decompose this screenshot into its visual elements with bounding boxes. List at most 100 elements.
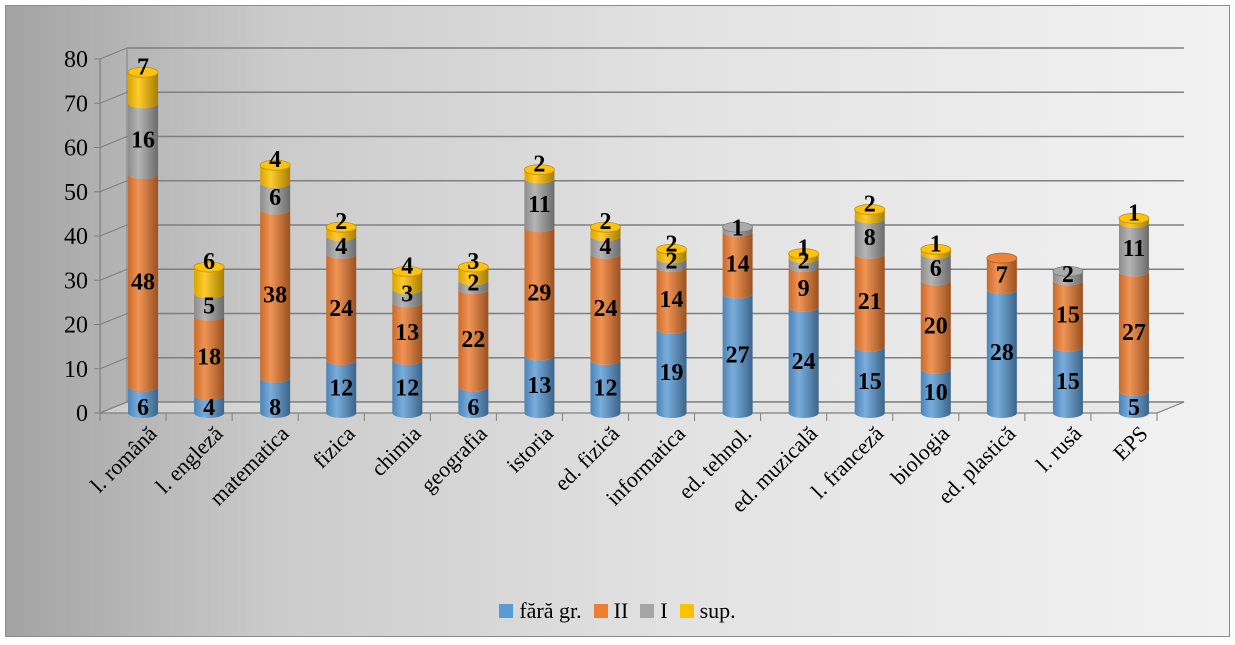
data-label-ed-muzicala-sup: 1 [798,236,810,262]
bar-top-chimia [391,265,423,277]
data-label-l-franceza-sup: 2 [864,191,876,217]
bar-top-fizica [325,221,357,233]
bar-l-franceza-sup [854,209,885,224]
data-label-l-engleza-sup: 6 [203,249,215,275]
bar-chimia-sup [392,271,423,295]
bar-top-l-rusa [1052,265,1084,277]
legend-label-sup: sup. [699,598,736,623]
bar-top-matematica [259,159,291,171]
data-label-ed-muzicala-i: 2 [798,249,810,275]
legend-item-i: I [640,598,668,624]
y-tick-label-70: 70 [64,91,88,117]
data-label-geografia-i: 2 [467,271,479,297]
category-label-eps: EPS [1108,421,1152,465]
data-label-l-franceza-i: 8 [864,225,876,251]
legend-label-i: I [660,598,668,623]
gridline-side-20 [99,313,128,325]
data-label-ed-plastica-fara-gr: 28 [990,340,1014,366]
data-label-l-romana-ii: 48 [131,269,155,295]
data-label-ed-fizica-ii: 24 [593,296,617,322]
bar-l-rusa-ii [1052,280,1083,352]
bar-top-l-engleza [193,261,225,273]
bar-ed-fizica-i [590,236,621,259]
y-tick-label-20: 20 [64,313,88,339]
gridline-side-50 [99,180,128,193]
bar-l-engleza-ii [194,315,225,401]
bar-eps-i [1118,222,1149,277]
bar-top-l-franceza [854,204,886,215]
data-label-informatica-ii: 14 [660,287,684,313]
bar-geografia-fara-gr [458,386,489,418]
bar-informatica-fara-gr [656,328,687,418]
bar-top-biologia [920,243,952,255]
bar-l-franceza-fara-gr [854,346,885,418]
y-tick-label-40: 40 [64,224,88,250]
data-label-informatica-sup: 2 [666,231,678,257]
category-label-geografia: geografia [415,421,492,498]
legend-item-fara-gr: fără gr. [499,598,582,624]
data-label-biologia-i: 6 [930,256,942,282]
bar-ed-plastica-fara-gr [986,289,1017,418]
bar-geografia-i [458,280,489,295]
data-label-biologia-fara-gr: 10 [924,380,948,406]
data-label-matematica-ii: 38 [263,283,287,309]
category-label-fizica: fizica [308,421,360,473]
category-label-l-franceza: l. franceză [806,421,889,504]
data-label-chimia-ii: 13 [395,320,419,346]
gridline-side-30 [99,268,128,281]
bar-fizica-ii [326,253,357,365]
bar-chimia-ii [392,302,423,365]
bar-top-informatica [656,243,687,255]
data-label-l-romana-fara-gr: 6 [137,395,149,421]
data-label-chimia-i: 3 [401,282,413,308]
bar-l-romana-i [128,103,159,180]
legend-swatch-fara-gr [499,604,514,618]
bar-l-engleza-sup [194,266,225,299]
bar-top-ed-tehnol [722,221,753,233]
bar-ed-tehnol-ii [722,231,753,299]
gridline-side-70 [99,91,128,104]
bar-chimia-fara-gr [392,359,423,418]
bar-l-engleza-i [194,293,225,321]
data-label-istoria-fara-gr: 13 [527,373,551,399]
data-label-eps-i: 11 [1123,236,1146,262]
data-label-eps-fara-gr: 5 [1128,395,1140,421]
legend-label-ii: II [613,598,629,623]
bar-top-istoria [524,164,555,176]
data-label-chimia-fara-gr: 12 [395,375,419,401]
bar-informatica-sup [656,249,687,264]
bar-top-ed-plastica [986,252,1018,264]
category-label-l-rusa: l. rusă [1031,421,1087,477]
data-label-l-engleza-i: 5 [203,294,215,320]
data-label-l-franceza-ii: 21 [858,289,882,315]
bar-ed-muzicala-i [788,258,819,272]
gridline-side-10 [99,357,128,370]
category-label-chimia: chimia [366,421,426,481]
bar-ed-muzicala-sup [788,253,819,264]
legend-item-sup: sup. [679,598,736,624]
bar-biologia-ii [920,280,951,374]
data-label-ed-plastica-ii: 7 [996,263,1008,289]
data-label-ed-muzicala-ii: 9 [798,276,810,302]
bar-istoria-ii [524,227,555,361]
bar-matematica-ii [260,209,291,383]
bar-l-rusa-i [1052,271,1083,286]
y-tick-label-60: 60 [64,136,88,162]
data-label-ed-tehnol-ii: 14 [726,252,750,278]
bar-matematica-sup [260,165,291,188]
legend-swatch-sup [679,604,694,618]
data-label-l-rusa-fara-gr: 15 [1056,369,1080,395]
bar-biologia-i [920,253,951,286]
data-label-ed-fizica-i: 4 [599,234,611,260]
bar-eps-ii [1118,271,1149,396]
bar-l-engleza-fara-gr [194,395,225,418]
category-label-l-romana: l. română [85,421,162,498]
bar-istoria-sup [524,169,555,184]
bar-ed-muzicala-ii [788,266,819,312]
gridline-side-60 [99,136,128,148]
data-label-l-franceza-fara-gr: 15 [858,369,882,395]
legend-item-ii: II [593,598,629,624]
legend-swatch-ii [593,604,608,618]
gridline-side-40 [99,224,128,237]
data-label-l-engleza-fara-gr: 4 [203,395,215,421]
